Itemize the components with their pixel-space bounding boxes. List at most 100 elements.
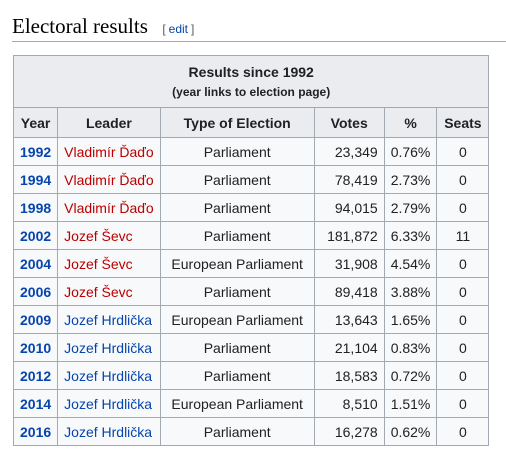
cell-election-type: European Parliament: [159, 249, 315, 278]
year-link[interactable]: 2009: [20, 311, 52, 328]
section-heading: Electoral results [edit]: [12, 12, 506, 42]
table-row: 2009 Jozef Hrdlička European Parliament 13,…: [12, 305, 490, 334]
cell-leader: Jozef Hrdlička: [57, 333, 161, 362]
cell-election-type: Parliament: [159, 137, 315, 166]
leader-link[interactable]: Vladimír Ďaďo: [64, 171, 154, 188]
header-row: Year Leader Type of Election Votes % Sea…: [12, 107, 490, 138]
cell-percent: 1.65%: [383, 305, 438, 334]
table-row: 2016 Jozef Hrdlička Parliament 16,278 0.62% 0: [12, 417, 490, 446]
cell-election-type: European Parliament: [159, 389, 315, 418]
leader-link[interactable]: Jozef Ševc: [64, 255, 133, 272]
cell-seats: 11: [436, 221, 490, 250]
cell-votes: 18,583: [313, 361, 385, 390]
table-row: 1992 Vladimír Ďaďo Parliament 23,349 0.76% 0: [12, 137, 490, 166]
cell-year: 2010: [12, 333, 59, 362]
header-pct: %: [383, 107, 438, 138]
cell-year: 2016: [12, 417, 59, 446]
cell-leader: Jozef Hrdlička: [57, 305, 161, 334]
cell-percent: 0.62%: [383, 417, 438, 446]
year-link[interactable]: 2006: [20, 283, 52, 300]
year-link[interactable]: 2002: [20, 227, 52, 244]
year-link[interactable]: 2010: [20, 339, 52, 356]
cell-seats: 0: [436, 137, 490, 166]
cell-votes: 89,418: [313, 277, 385, 306]
cell-percent: 3.88%: [383, 277, 438, 306]
cell-percent: 1.51%: [383, 389, 438, 418]
edit-link[interactable]: edit: [168, 22, 189, 36]
cell-percent: 2.73%: [383, 165, 438, 194]
table-row: 2006 Jozef Ševc Parliament 89,418 3.88% 0: [12, 277, 490, 306]
cell-votes: 8,510: [313, 389, 385, 418]
leader-link[interactable]: Jozef Ševc: [64, 227, 133, 244]
cell-seats: 0: [436, 361, 490, 390]
edit-bracket-open: [: [162, 22, 166, 36]
year-link[interactable]: 2004: [20, 255, 52, 272]
cell-percent: 0.72%: [383, 361, 438, 390]
cell-votes: 16,278: [313, 417, 385, 446]
cell-percent: 0.83%: [383, 333, 438, 362]
cell-year: 2006: [12, 277, 59, 306]
leader-link[interactable]: Vladimír Ďaďo: [64, 199, 154, 216]
cell-leader: Vladimír Ďaďo: [57, 193, 161, 222]
leader-link[interactable]: Jozef Hrdlička: [64, 311, 153, 328]
header-type: Type of Election: [159, 107, 315, 138]
cell-leader: Jozef Hrdlička: [57, 389, 161, 418]
header-votes: Votes: [313, 107, 385, 138]
cell-percent: 4.54%: [383, 249, 438, 278]
year-link[interactable]: 2016: [20, 423, 52, 440]
caption-subtitle: (year links to election page): [172, 84, 331, 99]
cell-year: 2014: [12, 389, 59, 418]
leader-link[interactable]: Vladimír Ďaďo: [64, 143, 154, 160]
table-row: 1994 Vladimír Ďaďo Parliament 78,419 2.73% 0: [12, 165, 490, 194]
year-link[interactable]: 1992: [20, 143, 52, 160]
table-row: 2002 Jozef Ševc Parliament 181,872 6.33% 11: [12, 221, 490, 250]
cell-leader: Jozef Ševc: [57, 277, 161, 306]
cell-percent: 0.76%: [383, 137, 438, 166]
table-row: 2004 Jozef Ševc European Parliament 31,908 4…: [12, 249, 490, 278]
year-link[interactable]: 1998: [20, 199, 52, 216]
cell-votes: 94,015: [313, 193, 385, 222]
cell-election-type: Parliament: [159, 277, 315, 306]
leader-link[interactable]: Jozef Hrdlička: [64, 395, 153, 412]
cell-election-type: Parliament: [159, 417, 315, 446]
table-row: 2010 Jozef Hrdlička Parliament 21,104 0.83% 0: [12, 333, 490, 362]
cell-election-type: Parliament: [159, 221, 315, 250]
cell-seats: 0: [436, 277, 490, 306]
cell-election-type: Parliament: [159, 165, 315, 194]
cell-leader: Jozef Ševc: [57, 249, 161, 278]
cell-election-type: Parliament: [159, 333, 315, 362]
cell-year: 1998: [12, 193, 59, 222]
cell-leader: Jozef Ševc: [57, 221, 161, 250]
cell-leader: Vladimír Ďaďo: [57, 165, 161, 194]
edit-bracket-close: ]: [191, 22, 195, 36]
leader-link[interactable]: Jozef Hrdlička: [64, 339, 153, 356]
cell-election-type: European Parliament: [159, 305, 315, 334]
cell-year: 2009: [12, 305, 59, 334]
table-caption: Results since 1992 (year links to electi…: [12, 55, 490, 108]
cell-seats: 0: [436, 333, 490, 362]
cell-seats: 0: [436, 165, 490, 194]
cell-seats: 0: [436, 193, 490, 222]
cell-election-type: Parliament: [159, 361, 315, 390]
leader-link[interactable]: Jozef Hrdlička: [64, 367, 153, 384]
cell-leader: Jozef Hrdlička: [57, 417, 161, 446]
year-link[interactable]: 2014: [20, 395, 52, 412]
cell-year: 2012: [12, 361, 59, 390]
table-row: 2014 Jozef Hrdlička European Parliament 8,5…: [12, 389, 490, 418]
cell-year: 2002: [12, 221, 59, 250]
header-seats: Seats: [436, 107, 490, 138]
edit-section-link-group: [edit]: [162, 22, 194, 36]
leader-link[interactable]: Jozef Hrdlička: [64, 423, 153, 440]
leader-link[interactable]: Jozef Ševc: [64, 283, 133, 300]
year-link[interactable]: 1994: [20, 171, 52, 188]
cell-seats: 0: [436, 249, 490, 278]
cell-year: 1994: [12, 165, 59, 194]
cell-seats: 0: [436, 417, 490, 446]
header-year: Year: [12, 107, 59, 138]
cell-year: 1992: [12, 137, 59, 166]
table-row: 2012 Jozef Hrdlička Parliament 18,583 0.72% 0: [12, 361, 490, 390]
cell-leader: Jozef Hrdlička: [57, 361, 161, 390]
caption-row: Results since 1992 (year links to electi…: [12, 55, 490, 108]
cell-year: 2004: [12, 249, 59, 278]
year-link[interactable]: 2012: [20, 367, 52, 384]
